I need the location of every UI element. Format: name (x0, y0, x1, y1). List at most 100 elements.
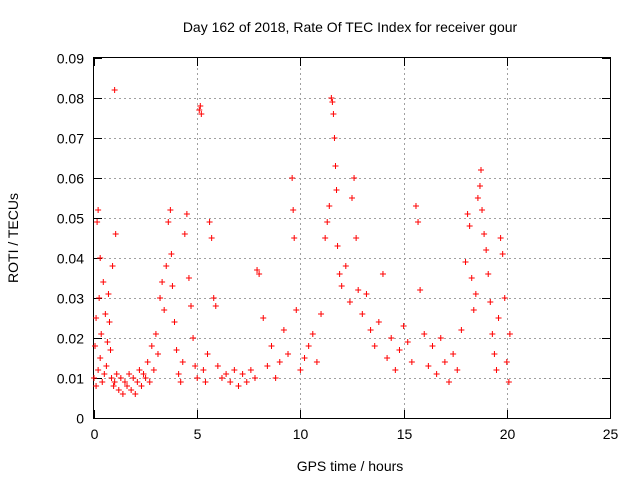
data-point (404, 339, 411, 345)
y-tick-label: 0.08 (57, 91, 84, 107)
data-point (293, 307, 300, 313)
data-point (408, 359, 415, 365)
data-point (97, 355, 104, 361)
data-point (417, 287, 424, 293)
data-point (384, 355, 391, 361)
data-point (115, 387, 122, 393)
data-point (446, 379, 453, 385)
data-point (297, 367, 304, 373)
data-point (181, 231, 188, 237)
data-point (210, 295, 217, 301)
data-point (474, 195, 481, 201)
data-point (190, 335, 197, 341)
axis-ticks: 0 0.01 0.02 0.03 0.04 0.05 0.06 0.07 0.08 0.09 0 5 1… (57, 51, 619, 443)
data-point (247, 367, 254, 373)
data-point (371, 343, 378, 349)
data-point (159, 279, 166, 285)
data-point (285, 351, 292, 357)
data-point (489, 331, 496, 337)
data-point (103, 363, 110, 369)
x-tick-label: 10 (293, 426, 309, 442)
data-point (161, 307, 168, 313)
data-point (305, 343, 312, 349)
data-point (437, 335, 444, 341)
data-point (491, 351, 498, 357)
data-point (111, 379, 118, 385)
y-tick-label: 0.04 (57, 251, 84, 267)
data-point (503, 359, 510, 365)
data-point (367, 327, 374, 333)
y-tick-label: 0.06 (57, 171, 84, 187)
x-tick-label: 0 (91, 426, 99, 442)
x-tick-label: 25 (603, 426, 619, 442)
data-point (98, 331, 105, 337)
data-point (329, 99, 336, 105)
y-tick-label: 0.03 (57, 291, 84, 307)
data-point (126, 371, 133, 377)
y-tick-label: 0.01 (57, 371, 84, 387)
data-point (421, 331, 428, 337)
data-point (412, 203, 419, 209)
data-point (441, 359, 448, 365)
data-point (105, 291, 112, 297)
data-point (331, 135, 338, 141)
data-point (154, 351, 161, 357)
y-tick-label: 0 (76, 411, 84, 427)
y-tick-label: 0.09 (57, 51, 84, 67)
data-point (272, 375, 279, 381)
data-point (113, 371, 120, 377)
chart-title: Day 162 of 2018, Rate Of TEC Index for r… (183, 19, 518, 35)
data-point (104, 339, 111, 345)
data-point (425, 363, 432, 369)
data-point (214, 363, 221, 369)
data-point (458, 327, 465, 333)
data-point (464, 211, 471, 217)
data-point (148, 343, 155, 349)
data-point (501, 295, 508, 301)
data-point (483, 247, 490, 253)
data-point (231, 367, 238, 373)
data-point (92, 343, 99, 349)
data-point (175, 371, 182, 377)
y-tick-label: 0.02 (57, 331, 84, 347)
data-point (200, 367, 207, 373)
data-point (218, 375, 225, 381)
data-point (212, 303, 219, 309)
x-tick-label: 5 (194, 426, 202, 442)
data-point (101, 371, 108, 377)
data-point (197, 103, 204, 109)
data-point (355, 287, 362, 293)
data-point (251, 375, 258, 381)
data-point (318, 311, 325, 317)
data-point (119, 391, 126, 397)
data-point (171, 319, 178, 325)
data-point (466, 223, 473, 229)
data-point (157, 295, 164, 301)
data-point (322, 235, 329, 241)
data-point (95, 367, 102, 373)
data-point (117, 375, 124, 381)
data-point (185, 275, 192, 281)
data-point (136, 367, 143, 373)
data-point (289, 175, 296, 181)
data-point (353, 235, 360, 241)
data-point (99, 379, 106, 385)
data-point (333, 187, 340, 193)
data-point (359, 311, 366, 317)
data-point (235, 383, 242, 389)
data-point (142, 375, 149, 381)
data-point (204, 351, 211, 357)
data-point (239, 371, 246, 377)
data-point (94, 219, 101, 225)
data-point (140, 371, 147, 377)
data-point (290, 207, 297, 213)
data-point (188, 303, 195, 309)
data-point (332, 163, 339, 169)
data-point (433, 371, 440, 377)
data-point (106, 319, 113, 325)
data-point (163, 263, 170, 269)
data-point (183, 211, 190, 217)
y-axis-title: ROTI / TECUs (5, 193, 21, 283)
data-point (110, 383, 117, 389)
